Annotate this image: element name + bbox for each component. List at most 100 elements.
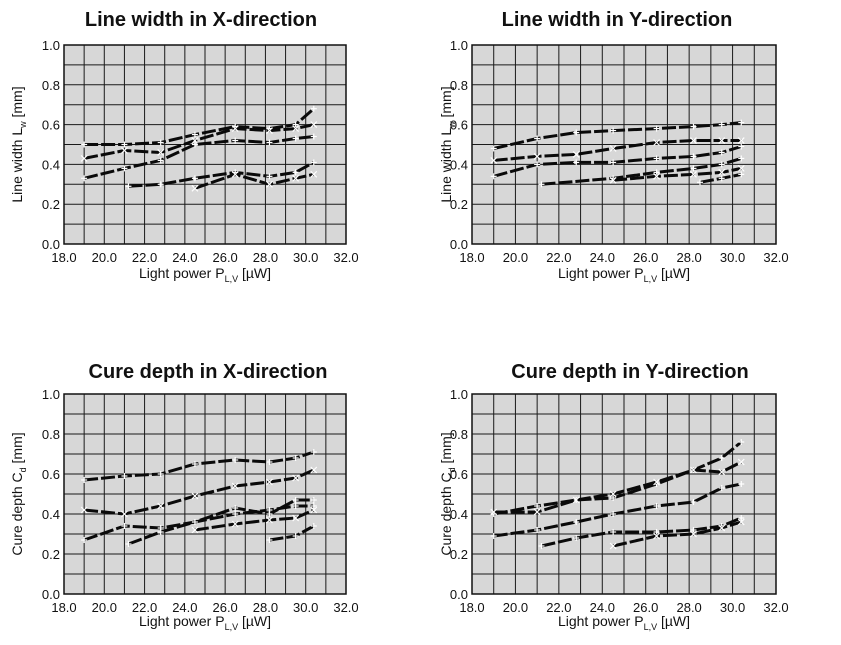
- x-tick-label: 28.0: [676, 250, 701, 265]
- point-mark: [292, 474, 300, 482]
- data-point: [718, 468, 726, 476]
- data-point: [292, 135, 299, 142]
- data-point: [157, 471, 164, 477]
- point-mark: [609, 542, 617, 550]
- point-mark: [231, 520, 239, 528]
- data-point: [157, 529, 164, 535]
- point-mark: [690, 137, 697, 144]
- grid: [471, 44, 777, 245]
- point-mark: [490, 156, 498, 164]
- data-point: [81, 175, 88, 182]
- data-point: [609, 542, 617, 550]
- point-mark: [310, 506, 318, 514]
- point-mark: [653, 139, 660, 146]
- chart-line-width-y: Line width in Y-direction 0.0 0.2 0.4 0.6 0.…: [438, 9, 789, 284]
- x-tick-label: 20.0: [92, 600, 117, 615]
- data-point: [292, 455, 299, 461]
- data-point: [125, 541, 132, 547]
- x-tick-label: 18.0: [459, 250, 484, 265]
- x-tick-label: 28.0: [253, 600, 278, 615]
- y-axis-label-main: Line width L: [9, 128, 25, 203]
- data-point: [533, 508, 541, 516]
- data-point: [157, 502, 165, 510]
- data-point: [157, 139, 164, 146]
- point-mark: [690, 170, 697, 178]
- chart-cure-depth-y: Cure depth in Y-direction 0.0 0.2 0.4 0.6 0.…: [438, 361, 789, 632]
- series-line: [493, 145, 742, 178]
- data-point: [718, 485, 725, 491]
- data-point: [292, 497, 299, 503]
- point-mark: [191, 137, 199, 144]
- data-point: [310, 449, 317, 455]
- x-tick-label: 26.0: [212, 250, 237, 265]
- series-line: [83, 468, 315, 516]
- data-point: [310, 105, 317, 112]
- y-axis-label-main: Cure depth C: [9, 472, 25, 555]
- data-point: [653, 529, 660, 535]
- x-axis-label-main: Light power P: [139, 613, 225, 629]
- point-mark: [572, 496, 580, 504]
- series-5: [609, 518, 745, 550]
- data-point: [81, 537, 88, 543]
- data-point: [191, 519, 198, 525]
- data-point: [191, 175, 198, 182]
- y-axis-label-main: Line width L: [438, 128, 454, 203]
- data-point: [80, 155, 88, 162]
- y-tick-label: 0.6: [42, 467, 60, 482]
- x-axis-label-sub: L,V: [225, 622, 239, 632]
- point-mark: [690, 530, 697, 538]
- data-point: [266, 173, 273, 180]
- point-mark: [157, 149, 165, 156]
- data-point: [534, 527, 541, 533]
- y-tick-label: 0.0: [450, 587, 468, 602]
- data-point: [157, 149, 165, 156]
- x-axis-label-main: Light power P: [558, 613, 644, 629]
- data-point: [292, 533, 299, 539]
- data-point: [738, 155, 745, 162]
- data-point: [121, 523, 128, 529]
- data-point: [490, 156, 498, 164]
- chart-title: Cure depth in X-direction: [89, 361, 328, 383]
- data-point: [653, 169, 660, 176]
- data-point: [310, 170, 318, 178]
- data-point: [718, 137, 726, 144]
- x-tick-label: 18.0: [459, 600, 484, 615]
- point-mark: [690, 466, 697, 474]
- y-axis-label-main: Cure depth C: [438, 472, 454, 555]
- series-4: [125, 503, 317, 547]
- series-5: [191, 506, 318, 534]
- point-mark: [310, 466, 318, 474]
- data-point: [232, 457, 239, 463]
- point-mark: [231, 482, 239, 490]
- data-point: [690, 165, 697, 172]
- x-tick-label: 22.0: [132, 600, 157, 615]
- x-tick-label: 32.0: [763, 600, 788, 615]
- data-point: [292, 174, 300, 182]
- point-mark: [490, 508, 498, 516]
- series-line: [493, 121, 742, 150]
- point-mark: [653, 478, 660, 486]
- y-tick-label: 1.0: [42, 387, 60, 402]
- point-mark: [231, 170, 239, 178]
- y-axis-label: Line width Lw [mm]: [438, 86, 457, 202]
- data-point: [738, 143, 745, 150]
- data-point: [738, 515, 745, 521]
- data-point: [310, 523, 317, 529]
- data-point: [231, 482, 239, 490]
- y-tick-label: 0.4: [42, 507, 60, 522]
- point-mark: [718, 168, 726, 176]
- x-tick-label: 22.0: [132, 250, 157, 265]
- data-point: [718, 175, 725, 182]
- data-point: [310, 503, 317, 509]
- series-line: [493, 440, 743, 516]
- y-axis-label-unit: [mm]: [438, 432, 454, 467]
- y-tick-label: 0.4: [450, 157, 468, 172]
- x-tick-label: 18.0: [51, 600, 76, 615]
- data-point: [157, 157, 164, 164]
- data-point: [266, 139, 273, 146]
- x-tick-label: 30.0: [293, 600, 318, 615]
- data-point: [121, 165, 128, 172]
- data-point: [610, 127, 617, 134]
- data-point: [653, 139, 660, 146]
- y-tick-label: 0.8: [42, 427, 60, 442]
